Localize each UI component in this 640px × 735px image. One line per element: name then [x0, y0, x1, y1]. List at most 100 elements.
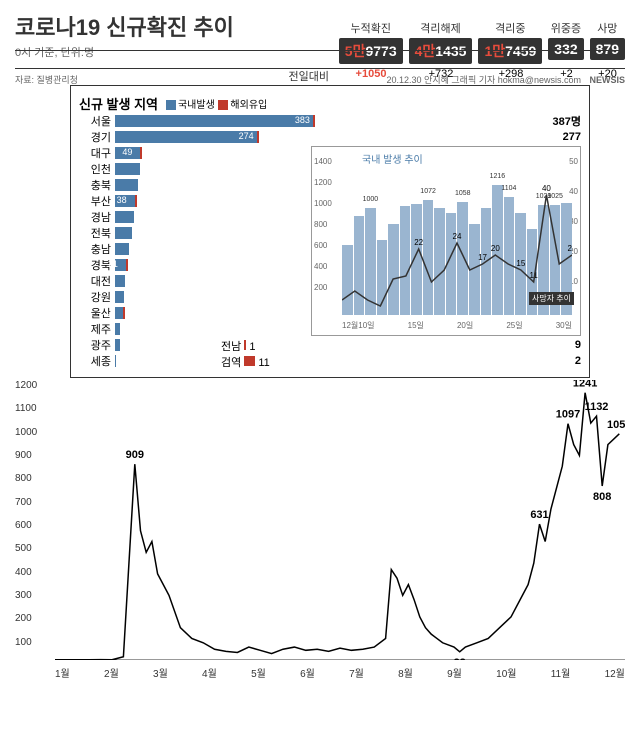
ytick: 600	[314, 241, 332, 262]
main-line	[55, 393, 619, 660]
stat-box: 격리해제 4만1435	[409, 20, 473, 64]
chart-annotation: 1132	[585, 401, 609, 413]
stat-box: 누적확진 5만9773	[339, 20, 403, 64]
subchart-xaxis: 12월10일15일20일25일30일	[342, 320, 572, 331]
sub-bar	[342, 245, 353, 315]
main-xtick: 2월	[104, 665, 119, 680]
stat-box: 위중증 332	[548, 20, 583, 64]
region-total: 11	[258, 357, 269, 369]
inset-title: 신규 발생 지역 국내발생 해외유입	[79, 94, 581, 113]
source: 자료: 질병관리청	[15, 73, 78, 86]
sub-bar	[481, 208, 492, 315]
region-row: 경기 274 277	[79, 129, 581, 145]
region-name: 서울	[79, 113, 111, 129]
region-bar-domestic	[115, 179, 138, 191]
main-xaxis: 1월2월3월4월5월6월7월8월9월10월11월12월	[55, 665, 625, 680]
region-bar-imported	[257, 131, 259, 143]
chart-annotation: 909	[126, 449, 144, 461]
ytick: 1200	[314, 178, 332, 199]
subchart: 국내 발생 추이 140012001000800600400200 504030…	[311, 146, 581, 336]
ytick: 400	[314, 262, 332, 283]
sub-bar: 1216	[492, 185, 503, 315]
sub-bar: 1104	[504, 197, 515, 315]
main-ytick: 400	[15, 567, 37, 590]
stat-label: 위중증	[548, 20, 583, 36]
region-row: 서울 383 387명	[79, 113, 581, 129]
region-bar-domestic	[115, 131, 257, 143]
sub-bar-label: 1104	[501, 185, 516, 192]
region-bar-domestic	[115, 307, 123, 319]
xtick: 20일	[457, 320, 473, 331]
logo: NEWSIS	[589, 75, 625, 85]
main-ytick: 300	[15, 590, 37, 613]
sub-bar-label: 1072	[420, 188, 436, 195]
region-bar-imported	[135, 195, 137, 207]
sub-bar	[388, 224, 399, 315]
credit: 20.12.30 안지혜 그래픽 기자 hokma@newsis.com	[387, 75, 581, 85]
sub-bar	[377, 240, 388, 315]
main-xtick: 3월	[153, 665, 168, 680]
ytick: 200	[314, 283, 332, 304]
stat-value: 4만1435	[409, 38, 473, 64]
region-name: 경남	[79, 209, 111, 225]
region-name: 제주	[79, 321, 111, 337]
region-name: 경기	[79, 129, 111, 145]
main-xtick: 10월	[496, 665, 516, 680]
sub-bar	[434, 208, 445, 315]
chart-annotation: 38	[454, 657, 466, 660]
divider	[15, 50, 625, 51]
region-bar-domestic	[115, 243, 129, 255]
stat-label: 격리중	[478, 20, 542, 36]
death-label: 사망자 추이	[529, 292, 574, 305]
region-name: 검역	[221, 357, 241, 369]
extra-regions: 전남 1 검역 11	[221, 338, 270, 370]
sub-bar	[400, 206, 411, 315]
main-xtick: 11월	[551, 665, 571, 680]
main-ytick: 500	[15, 543, 37, 566]
region-bar-imported	[244, 356, 255, 366]
main-xtick: 4월	[202, 665, 217, 680]
legend-swatch	[166, 100, 176, 110]
extra-region-row: 전남 1	[221, 338, 270, 354]
main-xtick: 7월	[349, 665, 364, 680]
sub-bar	[354, 216, 365, 315]
xtick: 12월10일	[342, 320, 375, 331]
region-bar-domestic	[115, 323, 120, 335]
region-bar-imported	[313, 115, 315, 127]
region-name: 충북	[79, 177, 111, 193]
main-ytick: 1000	[15, 427, 37, 450]
main-ytick: 600	[15, 520, 37, 543]
chart-annotation: 1097	[556, 409, 580, 421]
main-ytick: 900	[15, 450, 37, 473]
stat-value: 5만9773	[339, 38, 403, 64]
sub-bar: 1000	[365, 208, 376, 315]
xtick: 25일	[506, 320, 522, 331]
region-bar-domestic	[115, 211, 134, 223]
sub-bar-label: 1000	[363, 196, 379, 203]
chart-annotation: 808	[593, 491, 611, 503]
main-ytick: 700	[15, 497, 37, 520]
sub-bar: 1072	[423, 200, 434, 315]
region-name: 광주	[79, 337, 111, 353]
sub-bar	[469, 224, 480, 315]
region-bar-domestic	[115, 275, 125, 287]
region-name: 충남	[79, 241, 111, 257]
stat-box: 격리중 1만7459	[478, 20, 542, 64]
region-row: 세종 2	[79, 353, 581, 369]
chart-annotation: 1050	[607, 419, 625, 431]
legend-swatch	[218, 100, 228, 110]
region-name: 대구	[79, 145, 111, 161]
main-ytick: 1100	[15, 403, 37, 426]
main-ytick: 200	[15, 613, 37, 636]
stat-value: 879	[590, 38, 625, 60]
main-xtick: 9월	[447, 665, 462, 680]
main-chart: 120011001000900800700600500400300200100 …	[15, 380, 625, 680]
xtick: 15일	[408, 320, 424, 331]
region-name: 세종	[79, 353, 111, 369]
region-bar-domestic	[115, 339, 120, 351]
region-total: 1	[249, 341, 255, 353]
region-bar-imported	[140, 147, 142, 159]
sub-bar	[411, 204, 422, 315]
main-xtick: 1월	[55, 665, 70, 680]
subchart-yaxis: 140012001000800600400200	[314, 157, 332, 304]
